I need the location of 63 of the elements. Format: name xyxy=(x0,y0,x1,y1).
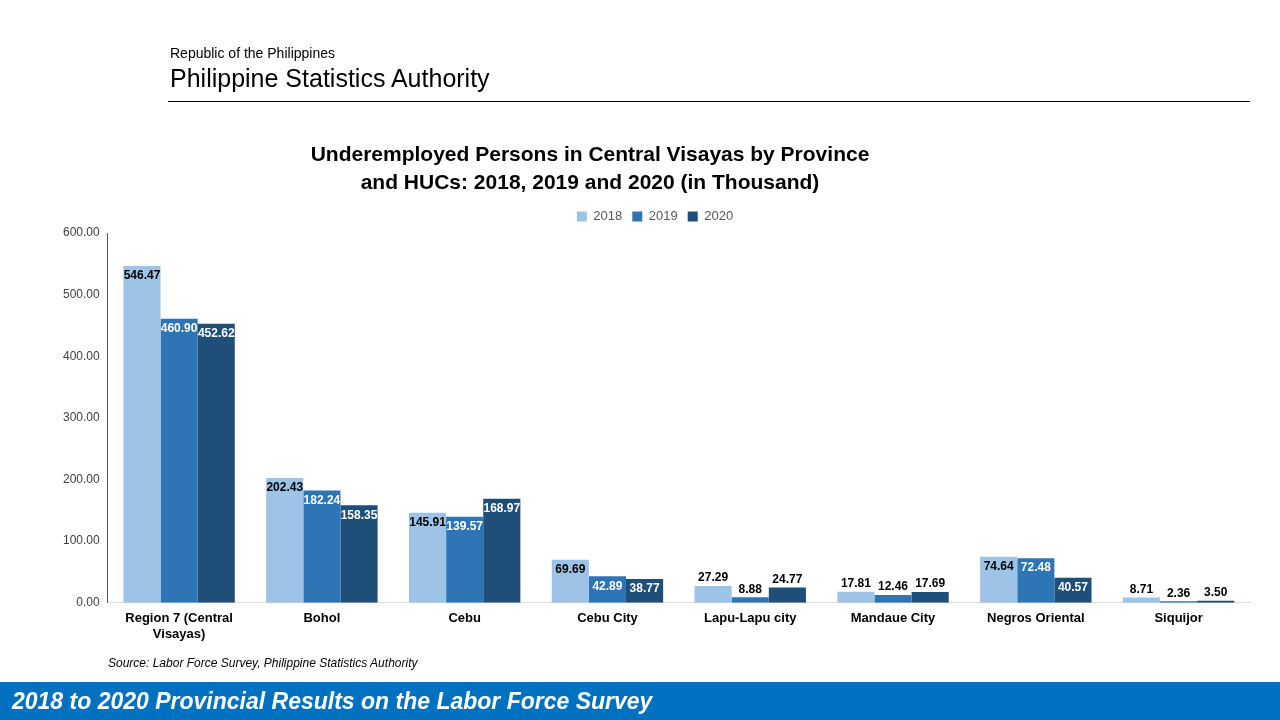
text: Republic of the Philippines xyxy=(170,45,335,61)
text: 2018 to 2020 Provincial Results on the Labor Force Survey xyxy=(0,682,1280,720)
bar xyxy=(408,512,447,603)
data-label: 460.90 xyxy=(160,321,198,336)
data-label: 145.91 xyxy=(409,515,447,530)
data-label: 8.71 xyxy=(1129,581,1154,596)
y-tick-label: 600.00 xyxy=(63,225,101,240)
bar xyxy=(483,498,521,603)
bar xyxy=(160,318,198,603)
data-label: 139.57 xyxy=(446,519,484,534)
x-tick-label: Siquijor xyxy=(1154,610,1203,626)
x-tick-label: Bohol xyxy=(303,610,341,626)
bar xyxy=(874,595,912,603)
x-tick-label: Mandaue City xyxy=(850,610,937,626)
x-tick-label: Cebu City xyxy=(577,610,639,626)
data-label: 74.64 xyxy=(983,559,1015,574)
text: Philippine Statistics Authority xyxy=(170,64,490,93)
data-label: 27.29 xyxy=(698,570,729,585)
x-tick-label: Lapu-Lapu city xyxy=(704,610,798,626)
x-tick-label: Cebu xyxy=(448,610,481,626)
data-label: 24.77 xyxy=(772,571,803,586)
bar xyxy=(197,323,235,603)
data-label: 168.97 xyxy=(483,500,521,515)
data-label: 42.89 xyxy=(592,578,623,593)
bar xyxy=(303,490,341,603)
source-note: Source: Labor Force Survey, Philippine Statistics Authority xyxy=(108,656,418,670)
data-label: 17.69 xyxy=(915,576,946,591)
data-label: 158.35 xyxy=(340,507,378,522)
x-tick-label: Region 7 (Central Visayas) xyxy=(125,610,233,641)
bar xyxy=(694,585,732,603)
data-label: 72.48 xyxy=(1020,560,1052,575)
bar xyxy=(1122,597,1161,603)
data-label: 3.50 xyxy=(1204,584,1228,599)
data-label: 38.77 xyxy=(629,581,660,596)
data-label: 12.46 xyxy=(878,579,909,594)
data-label: 2.36 xyxy=(1166,585,1191,600)
bar xyxy=(340,505,378,603)
data-label: 8.88 xyxy=(738,581,763,596)
data-label: 69.69 xyxy=(555,562,586,577)
y-tick-label: 200.00 xyxy=(63,471,101,486)
data-label: 17.81 xyxy=(840,576,872,591)
bar xyxy=(123,265,161,603)
legend-label: 2020 xyxy=(704,208,734,224)
bar xyxy=(837,591,875,603)
bar xyxy=(768,587,806,603)
bar xyxy=(911,591,949,603)
y-tick-label: 0.00 xyxy=(76,595,101,610)
y-tick-label: 500.00 xyxy=(63,286,101,301)
y-tick-label: 300.00 xyxy=(63,410,101,425)
data-label: 202.43 xyxy=(266,480,304,495)
y-tick-label: 100.00 xyxy=(63,533,101,548)
data-label: 40.57 xyxy=(1057,580,1089,595)
data-label: 182.24 xyxy=(303,492,341,507)
chart-title: Underemployed Persons in Central Visayas by Province and HUCs: 2018, 2019 and 2020 (in Thousand) xyxy=(309,141,871,195)
data-label: 546.47 xyxy=(123,268,161,283)
data-label: 452.62 xyxy=(197,326,235,341)
y-tick-label: 400.00 xyxy=(63,348,101,363)
bar xyxy=(266,478,304,603)
legend-label: 2019 xyxy=(648,208,678,224)
x-tick-label: Negros Oriental xyxy=(987,610,1085,626)
bar xyxy=(446,516,484,603)
bar xyxy=(731,597,769,603)
legend-label: 2018 xyxy=(593,208,623,224)
